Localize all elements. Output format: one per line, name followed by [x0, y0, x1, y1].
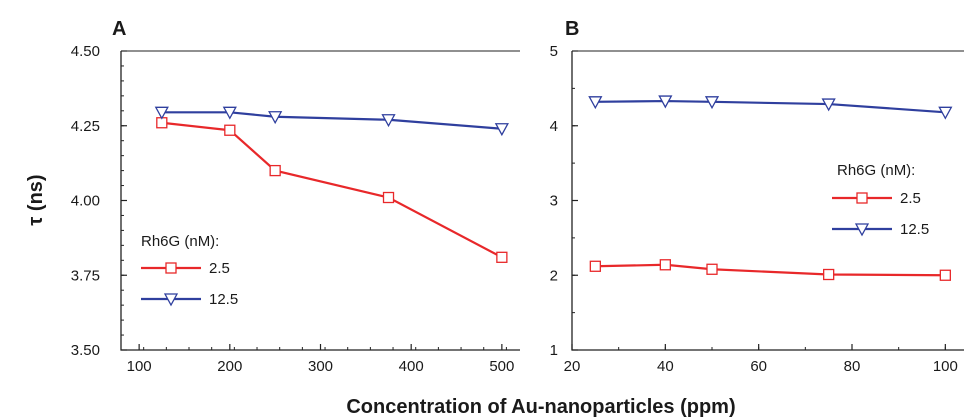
data-point — [154, 106, 169, 120]
x-tick-label: 400 — [399, 358, 424, 375]
series-line-12.5 — [161, 111, 502, 130]
y-tick-label: 3.75 — [71, 267, 100, 284]
x-tick-label: 20 — [564, 358, 581, 375]
y-tick-label: 3 — [550, 193, 558, 210]
data-point — [823, 268, 835, 281]
data-point — [589, 260, 601, 272]
panel-a: A 100 200 300 400 500 3.50 3.75 4.00 4.25 4.50 Rh6G… — [71, 18, 520, 375]
data-point — [658, 95, 673, 109]
y-tick-label: 3.50 — [71, 342, 100, 359]
panel-letter: A — [112, 18, 126, 40]
data-point — [938, 106, 953, 120]
data-point — [496, 251, 508, 263]
x-tick-label: 200 — [217, 358, 242, 375]
data-point — [939, 269, 951, 281]
data-point — [588, 96, 603, 110]
data-point — [494, 123, 509, 137]
x-tick-label: 100 — [127, 358, 152, 375]
legend-marker — [165, 262, 177, 274]
series-line-2.5 — [595, 263, 946, 277]
data-point — [382, 191, 395, 204]
data-point — [381, 114, 396, 128]
legend-label: 12.5 — [209, 291, 238, 308]
legend: Rh6G (nM): 2.5 12.5 — [141, 233, 238, 308]
x-axis-title: Concentration of Au-nanoparticles (ppm) — [346, 396, 735, 418]
legend-label: 2.5 — [209, 260, 230, 277]
y-tick-label: 4.50 — [71, 43, 100, 60]
data-point — [704, 96, 720, 110]
data-point — [224, 124, 236, 136]
x-tick-label: 40 — [657, 358, 674, 375]
axis-frame — [120, 51, 520, 351]
series-line-12.5 — [595, 99, 946, 114]
y-tick-label: 4.25 — [71, 118, 100, 135]
x-tick-label: 100 — [933, 358, 958, 375]
data-point — [821, 98, 836, 112]
data-point — [222, 106, 237, 120]
legend-marker — [163, 293, 179, 307]
x-tick-label: 60 — [750, 358, 767, 375]
panel-letter: B — [565, 18, 579, 40]
legend-marker — [856, 192, 868, 204]
y-tick-label: 4 — [550, 118, 558, 135]
x-tick-label: 300 — [308, 358, 333, 375]
y-tick-label: 2 — [550, 267, 558, 284]
y-axis-title: τ (ns) — [25, 174, 47, 225]
data-point — [268, 111, 283, 125]
data-point — [706, 263, 718, 275]
legend-label: 2.5 — [900, 190, 921, 207]
data-point — [659, 259, 671, 271]
legend: Rh6G (nM): 2.5 12.5 — [832, 162, 929, 238]
legend-title: Rh6G (nM): — [141, 233, 219, 250]
y-tick-label: 4.00 — [71, 193, 100, 210]
y-tick-label: 5 — [550, 43, 558, 60]
legend-marker — [854, 223, 870, 237]
panel-b: B 20 40 60 80 100 1 2 3 4 5 Rh6G (nM): 2.5 12.5 — [550, 18, 964, 375]
data-point — [269, 164, 281, 177]
legend-title: Rh6G (nM): — [837, 162, 915, 179]
x-tick-label: 80 — [844, 358, 861, 375]
y-tick-label: 1 — [550, 342, 558, 359]
legend-label: 12.5 — [900, 221, 929, 238]
x-tick-label: 500 — [489, 358, 514, 375]
